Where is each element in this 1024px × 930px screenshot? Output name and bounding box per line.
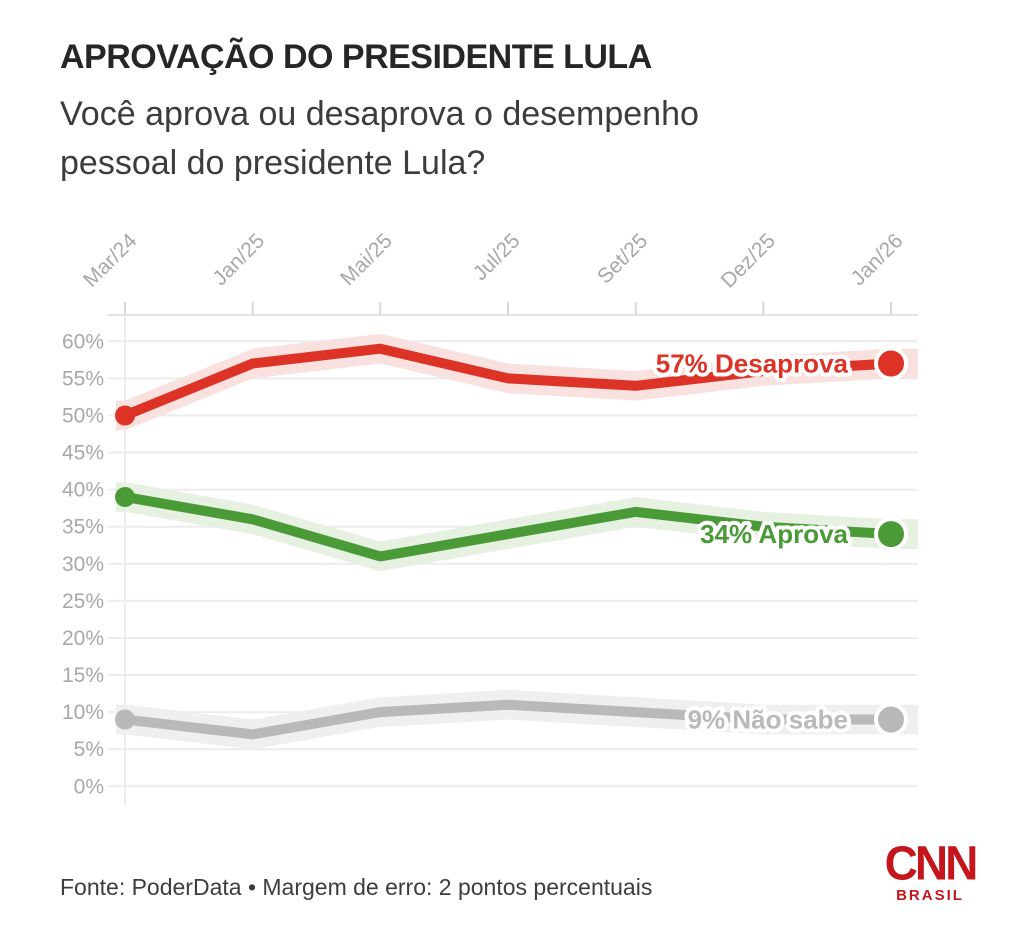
band-aprova (116, 482, 918, 572)
svg-text:45%: 45% (62, 442, 104, 465)
source-note: Fonte: PoderData • Margem de erro: 2 pon… (60, 874, 653, 900)
svg-text:15%: 15% (62, 664, 104, 687)
start-dot-desaprova (115, 405, 135, 426)
start-dot-aprova (115, 487, 135, 507)
cnn-logo-text: CNN (884, 835, 979, 891)
svg-text:Jan/26: Jan/26 (847, 229, 908, 290)
end-label-nao-sabe: 9% Não sabe (688, 705, 848, 735)
series-aprova (115, 487, 896, 562)
y-axis-labels: 60% 55% 50% 45% 40% 35% 30% 25% 20% 15% 10% 5% 0% (62, 330, 104, 798)
svg-text:Jul/25: Jul/25 (469, 229, 525, 285)
svg-text:Mai/25: Mai/25 (336, 229, 397, 290)
svg-text:50%: 50% (62, 405, 104, 428)
cnn-brasil-logo: CNN BRASIL (870, 835, 990, 904)
svg-text:35%: 35% (62, 516, 104, 539)
svg-text:40%: 40% (62, 479, 104, 502)
end-dot-aprova (874, 517, 908, 552)
end-dot-nao-sabe (874, 702, 908, 737)
chart-question-line-1: Você aprova ou desaprova o desempenho (60, 95, 699, 133)
series-nao-sabe (115, 699, 896, 740)
svg-text:55%: 55% (62, 367, 104, 390)
svg-text:10%: 10% (62, 701, 104, 724)
x-axis-labels: Mar/24 Jan/25 Mai/25 Jul/25 Set/25 Dez/25 Jan/… (79, 229, 907, 293)
svg-text:Set/25: Set/25 (593, 229, 652, 288)
cnn-logo-region-text: BRASIL (896, 887, 964, 904)
end-label-desaprova: 57% Desaprova (656, 349, 849, 379)
end-dot-desaprova (874, 346, 908, 381)
page-title: APROVAÇÃO DO PRESIDENTE LULA (60, 38, 652, 76)
svg-text:Mar/24: Mar/24 (79, 229, 142, 292)
svg-text:0%: 0% (74, 775, 104, 798)
band-nao-sabe (116, 689, 918, 750)
svg-text:30%: 30% (62, 553, 104, 576)
svg-text:25%: 25% (62, 590, 104, 613)
svg-text:20%: 20% (62, 627, 104, 650)
svg-text:5%: 5% (74, 738, 104, 761)
chart-question-line-2: pessoal do presidente Lula? (60, 144, 486, 182)
start-dot-nao-sabe (115, 709, 135, 730)
end-label-aprova: 34% Aprova (700, 519, 848, 549)
chart-question: Você aprova ou desaprova o desempenho pe… (60, 90, 699, 188)
series-desaprova (115, 343, 896, 426)
svg-text:60%: 60% (62, 330, 104, 353)
svg-text:Dez/25: Dez/25 (717, 229, 780, 292)
svg-text:Jan/25: Jan/25 (208, 229, 269, 290)
